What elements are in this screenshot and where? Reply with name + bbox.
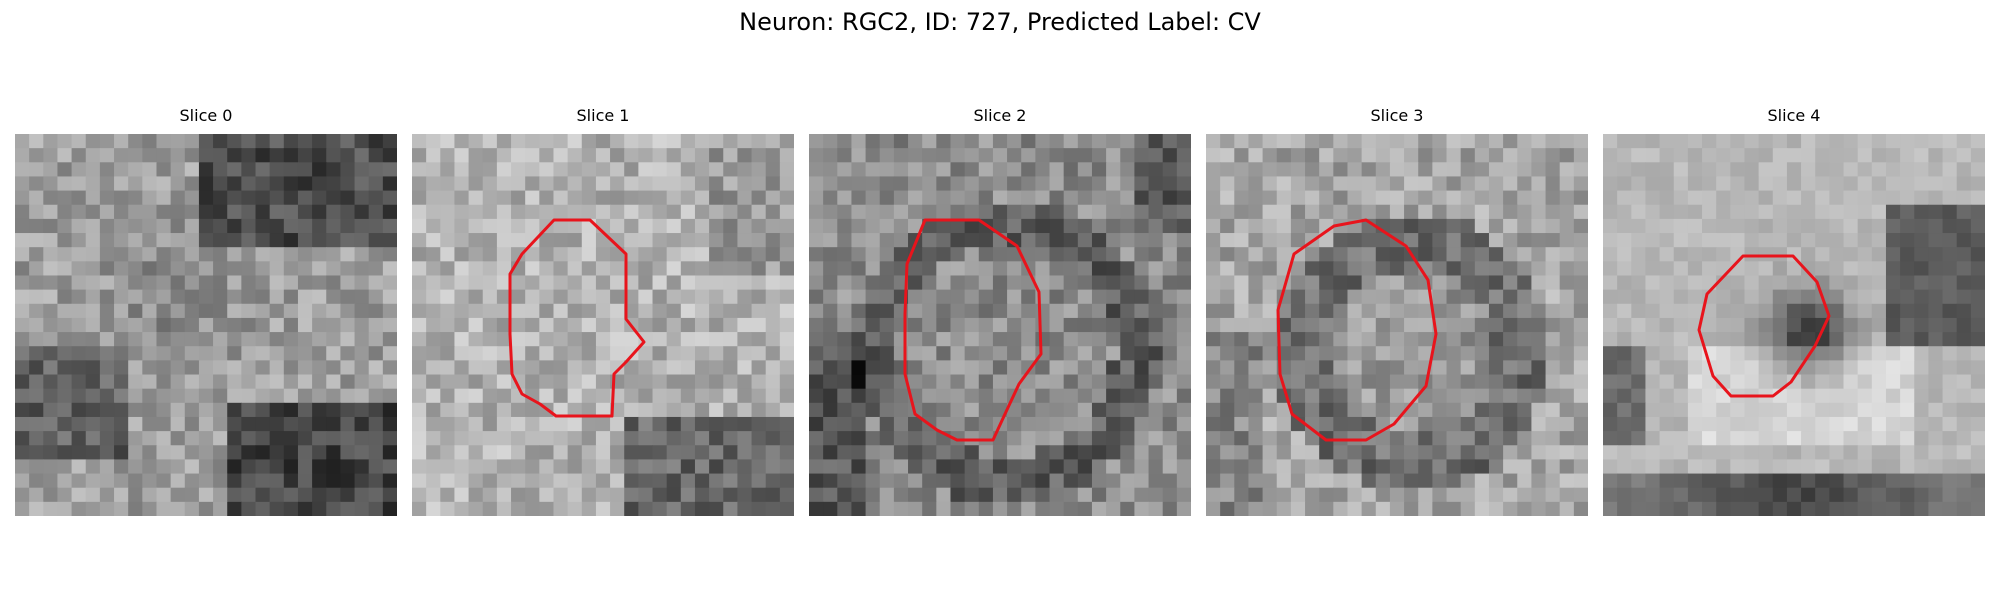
cell-contour [508,218,646,418]
cell-contour [1697,254,1831,398]
figure-title: Neuron: RGC2, ID: 727, Predicted Label: … [739,8,1261,36]
pixel-grid [412,134,794,516]
slice-title: Slice 3 [1370,106,1424,125]
cell-contour [1276,218,1438,442]
slice-panel-3: Slice 3 [1206,106,1588,516]
slice-image [1206,134,1588,516]
slice-image [15,134,397,516]
pixel-grid [15,134,397,516]
pixel-grid [809,134,1191,516]
slice-panel-4: Slice 4 [1603,106,1985,516]
slice-title: Slice 2 [973,106,1027,125]
slice-panel-2: Slice 2 [809,106,1191,516]
slice-title: Slice 1 [576,106,630,125]
slice-panel-0: Slice 0 [15,106,397,516]
slice-title: Slice 4 [1767,106,1821,125]
pixel-grid [1603,134,1985,516]
slice-image [1603,134,1985,516]
slice-image [412,134,794,516]
slice-title: Slice 0 [179,106,233,125]
slice-image [809,134,1191,516]
cell-contour [903,218,1043,442]
slice-panel-1: Slice 1 [412,106,794,516]
pixel-grid [1206,134,1588,516]
